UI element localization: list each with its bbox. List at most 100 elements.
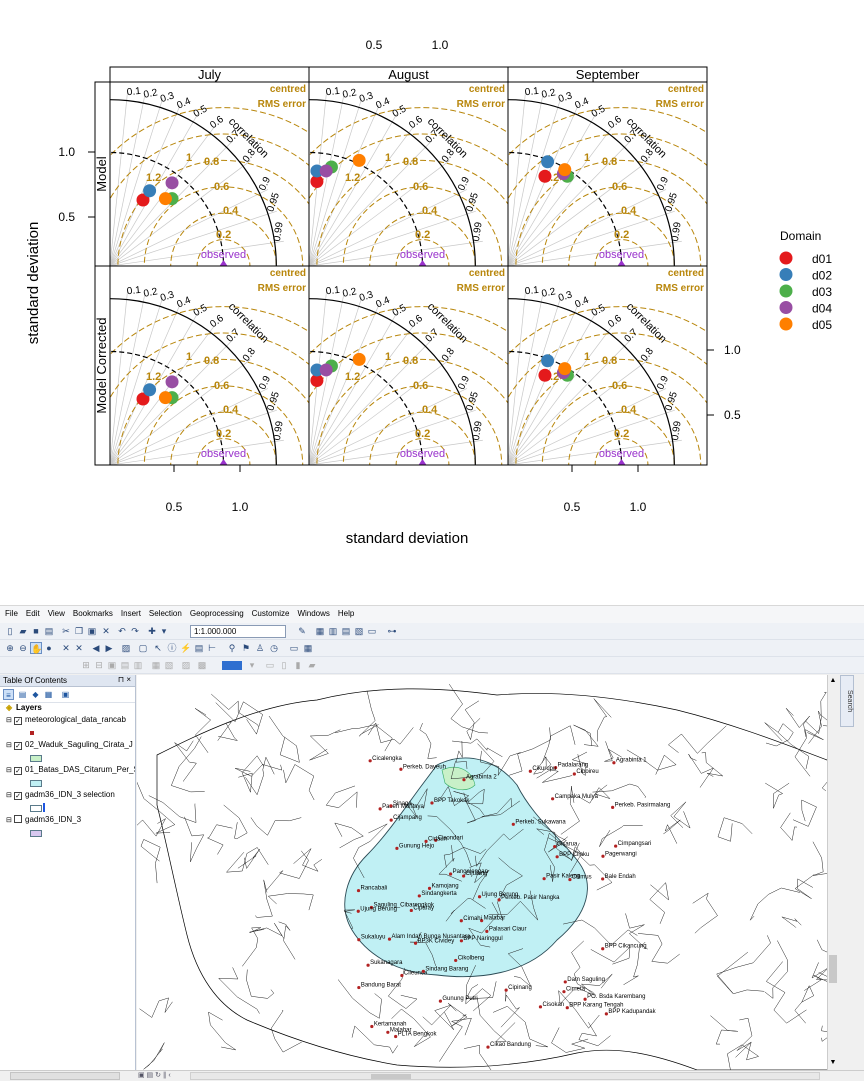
create-viewer-icon[interactable]: ▦ [303,643,313,653]
station-marker[interactable] [427,886,432,890]
open-icon[interactable]: ▰ [19,626,27,636]
map-canvas[interactable]: Cikao Bandung Gunung Hejo Gunung Putri Pala… [137,675,838,1070]
dropdown-icon[interactable]: ▾ [161,626,167,636]
scroll-down-icon[interactable]: ▼ [829,1059,837,1066]
cut-icon[interactable]: ✂ [62,626,70,636]
hyperlink-icon[interactable]: ⚡ [180,643,192,653]
station-marker[interactable] [421,969,425,974]
station-marker[interactable] [395,846,399,850]
python-icon[interactable]: ▭ [367,626,377,636]
station-marker[interactable] [486,1045,490,1049]
station-marker[interactable] [583,997,587,1001]
station-marker[interactable] [409,908,413,913]
arctoolbox-icon[interactable]: ▧ [354,626,364,636]
menu-item-insert[interactable]: Insert [120,609,141,618]
menu-item-help[interactable]: Help [337,609,355,618]
station-marker[interactable] [378,807,382,811]
station-marker[interactable] [497,898,501,902]
delete-icon[interactable]: ✕ [102,626,110,636]
zoom-whole-page-icon[interactable]: ▤ [120,660,130,670]
pan-icon[interactable]: ✋ [30,642,43,654]
station-marker[interactable] [611,805,615,810]
station-marker[interactable] [511,822,515,826]
h-scroll-thumb[interactable] [371,1074,411,1079]
menu-item-selection[interactable]: Selection [148,609,182,618]
layer-visibility-checkbox[interactable]: ✓ [14,742,22,750]
station-marker[interactable] [394,1034,398,1039]
station-marker[interactable] [562,990,566,994]
back-icon[interactable]: ◀ [92,643,100,653]
save-icon[interactable]: ■ [33,626,39,636]
station-marker[interactable] [434,838,438,842]
layer-row[interactable]: ⊟ ✓ 01_Batas_DAS_Citarum_Per_S [0,765,135,777]
list-by-visibility-icon[interactable]: ◆ [32,690,39,699]
station-marker[interactable] [369,905,374,910]
list-by-source-icon[interactable]: ▤ [18,690,27,699]
layout-zoom-in-icon[interactable]: ⊞ [82,660,90,670]
station-marker[interactable] [565,1006,569,1010]
station-marker[interactable] [454,958,458,963]
layer-visibility-checkbox[interactable]: ✓ [14,792,22,800]
scroll-thumb[interactable] [829,955,837,983]
station-marker[interactable] [553,766,558,770]
xy-icon[interactable]: ♙ [255,643,265,653]
select-features-icon[interactable]: ▨ [121,643,131,653]
station-marker[interactable] [448,872,453,876]
model-builder-icon[interactable]: ⊶ [387,626,397,636]
clear-selection-icon[interactable]: ▢ [138,643,148,653]
find-icon[interactable]: ⚲ [228,643,236,653]
paste-icon[interactable]: ▣ [87,626,97,636]
station-marker[interactable] [462,874,466,878]
station-marker[interactable] [563,980,567,984]
html-popup-icon[interactable]: ▤ [194,643,204,653]
map-horizontal-scrollbar[interactable] [190,1072,820,1080]
redo-icon[interactable]: ↷ [131,626,139,636]
undo-icon[interactable]: ↶ [118,626,126,636]
search-tab[interactable]: Search [840,675,854,727]
menu-item-customize[interactable]: Customize [251,609,290,618]
print-icon[interactable]: ▤ [44,626,54,636]
station-marker[interactable] [601,877,605,881]
station-marker[interactable] [601,854,605,858]
draft-mode-icon[interactable]: ▨ [181,660,191,670]
measure-icon[interactable]: ⊢ [208,643,216,653]
station-marker[interactable] [389,818,393,822]
add-data-icon[interactable]: ✚ [148,626,156,636]
layer-visibility-checkbox[interactable] [14,815,22,823]
layout-extra-icon[interactable]: ▮ [295,660,301,670]
layout-view-icon[interactable]: ▣ ▤ ↻ ∥ ‹ [138,1072,171,1079]
layout-forward-icon[interactable]: ▧ [164,660,174,670]
station-marker[interactable] [356,888,361,893]
expand-icon[interactable]: ⊟ [6,767,12,774]
station-marker[interactable] [368,759,372,763]
station-marker[interactable] [485,929,489,933]
layout-back-icon[interactable]: ▦ [151,660,161,670]
station-marker[interactable] [417,894,421,898]
station-marker[interactable] [386,1030,390,1034]
station-marker[interactable] [555,855,559,859]
scroll-up-icon[interactable]: ▲ [829,677,837,684]
catalog-icon[interactable]: ▥ [328,626,338,636]
layer-row[interactable]: ⊟ ✓ 02_Waduk_Saguling_Cirata_J [0,740,135,752]
swatch-dropdown-icon[interactable]: ▾ [249,660,255,670]
expand-icon[interactable]: ⊟ [6,742,12,749]
station-marker[interactable] [572,772,576,776]
layer-row[interactable]: ⊟ gadm36_IDN_3 [0,815,135,827]
menu-item-edit[interactable]: Edit [25,609,40,618]
station-marker[interactable] [459,939,464,943]
map-view[interactable]: Cikao Bandung Gunung Hejo Gunung Putri Pala… [137,675,838,1070]
layer-row[interactable]: ⊟ ✓ gadm36_IDN_3 selection [0,790,135,802]
station-marker[interactable] [568,877,572,882]
toc-horizontal-scrollbar[interactable] [10,1072,120,1080]
station-marker[interactable] [438,999,443,1003]
layer-visibility-checkbox[interactable]: ✓ [14,717,22,725]
station-marker[interactable] [601,947,605,951]
station-marker[interactable] [604,1012,608,1016]
station-marker[interactable] [528,769,532,773]
fixed-zoom-out-icon[interactable]: ✕ [75,643,83,653]
station-marker[interactable] [459,919,463,923]
select-elements-icon[interactable]: ↖ [154,643,162,653]
station-marker[interactable] [612,761,616,765]
map-scale-input[interactable]: 1:1.000.000 [190,625,286,638]
station-marker[interactable] [504,988,508,992]
